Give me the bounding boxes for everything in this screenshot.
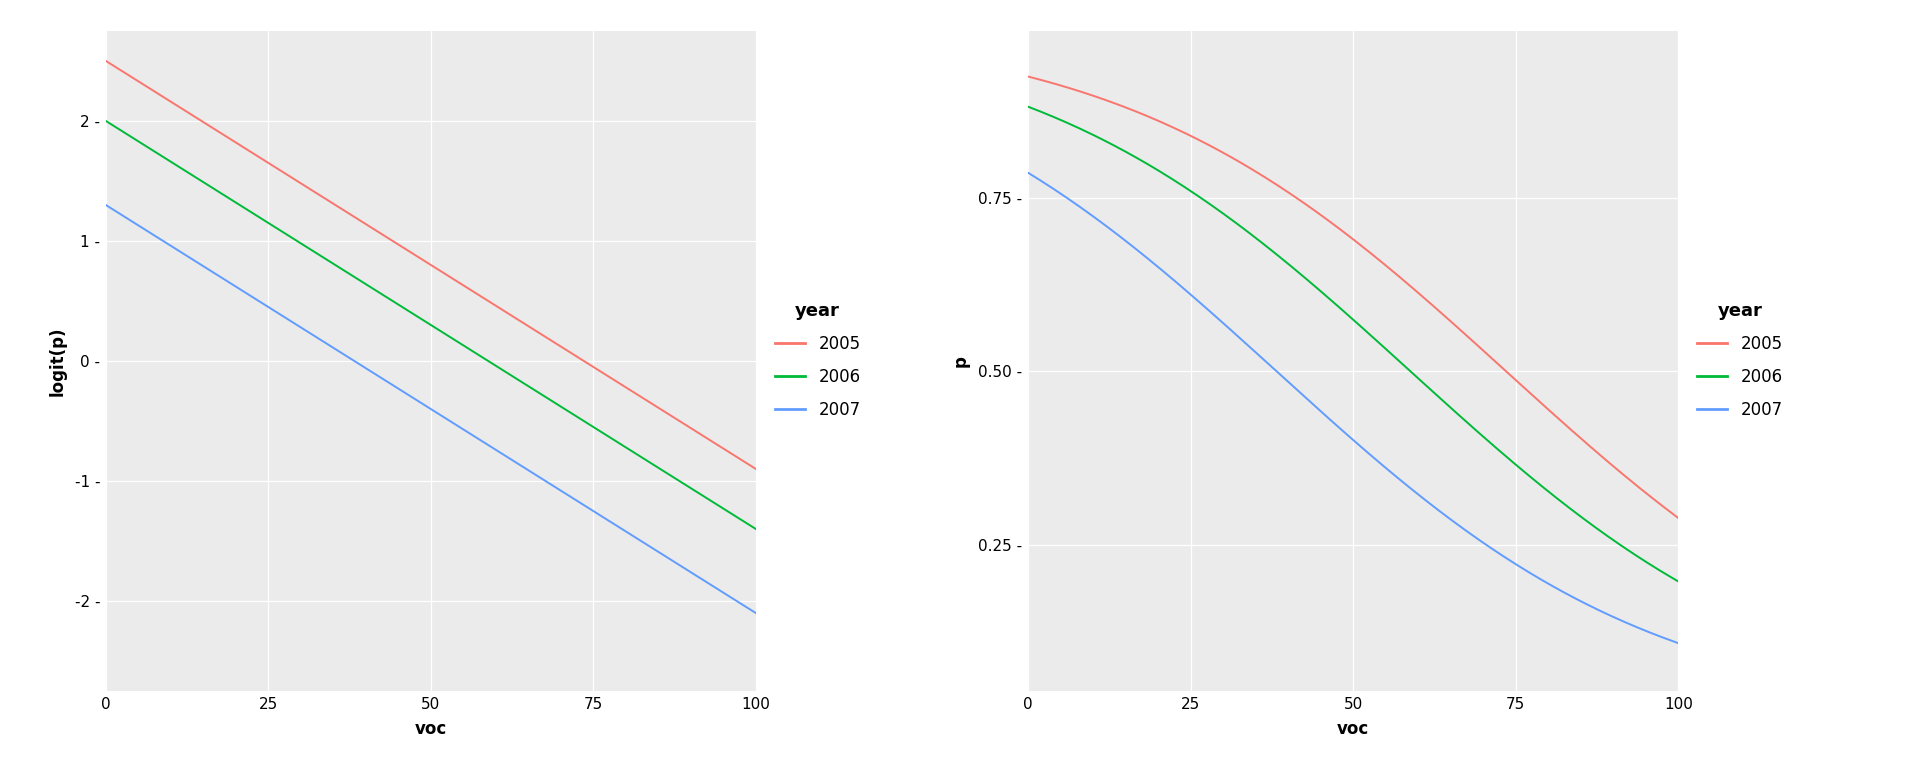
Y-axis label: logit(p): logit(p): [48, 326, 65, 396]
Y-axis label: p: p: [952, 355, 970, 367]
X-axis label: voc: voc: [415, 720, 447, 738]
Legend: 2005, 2006, 2007: 2005, 2006, 2007: [776, 303, 860, 419]
X-axis label: voc: voc: [1336, 720, 1369, 738]
Legend: 2005, 2006, 2007: 2005, 2006, 2007: [1697, 303, 1784, 419]
